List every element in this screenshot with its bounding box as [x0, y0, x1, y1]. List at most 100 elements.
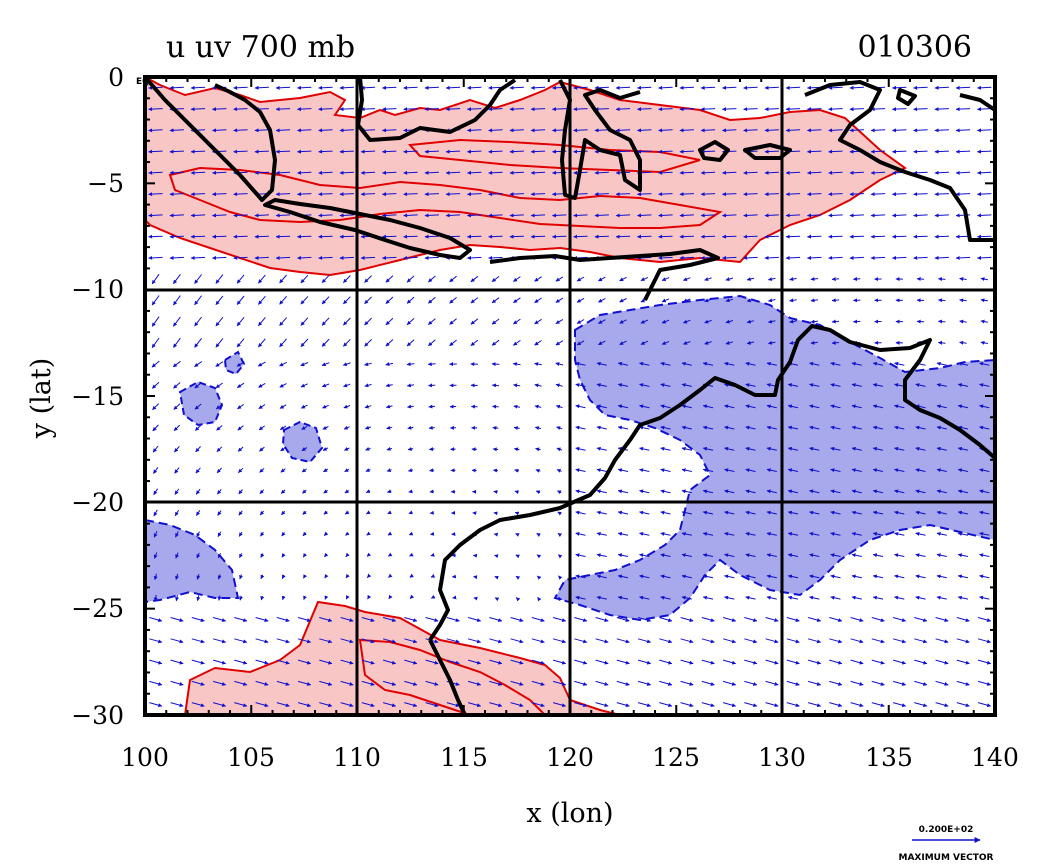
wind-vector [279, 338, 287, 348]
wind-vector [619, 276, 627, 282]
wind-vector [914, 638, 928, 644]
wind-vector [659, 659, 673, 665]
wind-vector [935, 638, 949, 644]
wind-vector [467, 192, 482, 197]
wind-vector [234, 638, 248, 644]
wind-vector [275, 170, 291, 175]
wind-vector [849, 128, 864, 133]
wind-vector [828, 213, 843, 218]
x-tick-label: 110 [333, 743, 381, 772]
wind-vector [281, 510, 286, 516]
wind-vector [934, 128, 949, 133]
wind-vector [724, 531, 735, 536]
coast-island-small-3 [896, 88, 917, 106]
wind-vector [339, 255, 354, 260]
wind-vector [404, 680, 418, 686]
wind-vector [892, 234, 907, 239]
wind-vector [254, 213, 269, 218]
wind-vector [406, 318, 415, 326]
wind-vector [977, 170, 992, 175]
wind-vector [275, 149, 291, 154]
vector-key: 0.200E+02 MAXIMUM VECTOR [898, 825, 993, 863]
wind-vector [279, 404, 287, 409]
wind-vector [980, 340, 988, 345]
wind-vector [955, 213, 971, 218]
wind-vector [260, 531, 265, 537]
wind-vector [194, 382, 202, 389]
wind-vector [428, 318, 436, 325]
wind-vector [831, 277, 840, 282]
x-tick-label: 135 [865, 743, 913, 772]
wind-vector [259, 446, 265, 452]
coast-island-small-4 [959, 93, 995, 112]
wind-vector [425, 617, 439, 622]
wind-vector [766, 446, 777, 451]
wind-vector [573, 234, 588, 239]
wind-vector [513, 318, 521, 325]
wind-vector [807, 234, 822, 239]
wind-vector [238, 467, 244, 473]
wind-vector [829, 659, 843, 665]
wind-vector [302, 531, 307, 537]
wind-vector [596, 468, 607, 473]
coast-sumatra [145, 77, 277, 202]
wind-vector [360, 85, 376, 90]
wind-vector [382, 659, 397, 665]
wind-vector [388, 573, 393, 578]
wind-vector [360, 192, 376, 197]
wind-vector [260, 574, 265, 580]
wind-vector [660, 574, 671, 579]
wind-vector [745, 468, 756, 473]
wind-vector [894, 446, 905, 451]
wind-vector [536, 533, 541, 537]
wind-vector [323, 489, 328, 494]
wind-vector [297, 107, 312, 112]
wind-vector [809, 489, 820, 494]
wind-vector [323, 510, 328, 515]
wind-vector [851, 531, 862, 536]
wind-vector [574, 702, 588, 708]
wind-vector [700, 234, 716, 239]
wind-vector [596, 361, 607, 366]
wind-vector [850, 617, 864, 622]
wind-vector [575, 531, 586, 536]
wind-vector [555, 383, 563, 388]
wind-vector [743, 170, 758, 175]
wind-vector [764, 255, 779, 260]
wind-vector [913, 149, 928, 154]
wind-vector [318, 234, 333, 239]
wind-vector [194, 337, 202, 348]
wind-vector [531, 617, 545, 622]
wind-vector [658, 128, 673, 133]
wind-vector [509, 213, 524, 218]
wind-vector [297, 255, 312, 260]
wind-vector [172, 316, 181, 327]
wind-vector [151, 337, 160, 349]
wind-vector [679, 192, 694, 197]
wind-vector [980, 277, 988, 282]
wind-vector [233, 149, 248, 154]
wind-vector [724, 425, 735, 430]
wind-vector [255, 680, 269, 686]
wind-vector [979, 468, 990, 473]
wind-vector [575, 425, 586, 430]
wind-vector [281, 531, 286, 537]
wind-vector [704, 319, 712, 324]
wind-vector [255, 702, 269, 708]
wind-vector [430, 574, 436, 578]
wind-vector [956, 617, 970, 622]
wind-vector [385, 339, 394, 347]
wind-vector [936, 489, 947, 494]
wind-vector [407, 446, 414, 451]
wind-vector [957, 553, 969, 558]
wind-vector [616, 617, 630, 622]
wind-vector [191, 659, 205, 665]
wind-vector [809, 383, 820, 388]
wind-vector [364, 296, 372, 305]
wind-vector [237, 425, 244, 431]
wind-vector [343, 317, 351, 326]
wind-vector [212, 170, 227, 175]
wind-vector [382, 192, 397, 197]
wind-vector [318, 85, 333, 90]
